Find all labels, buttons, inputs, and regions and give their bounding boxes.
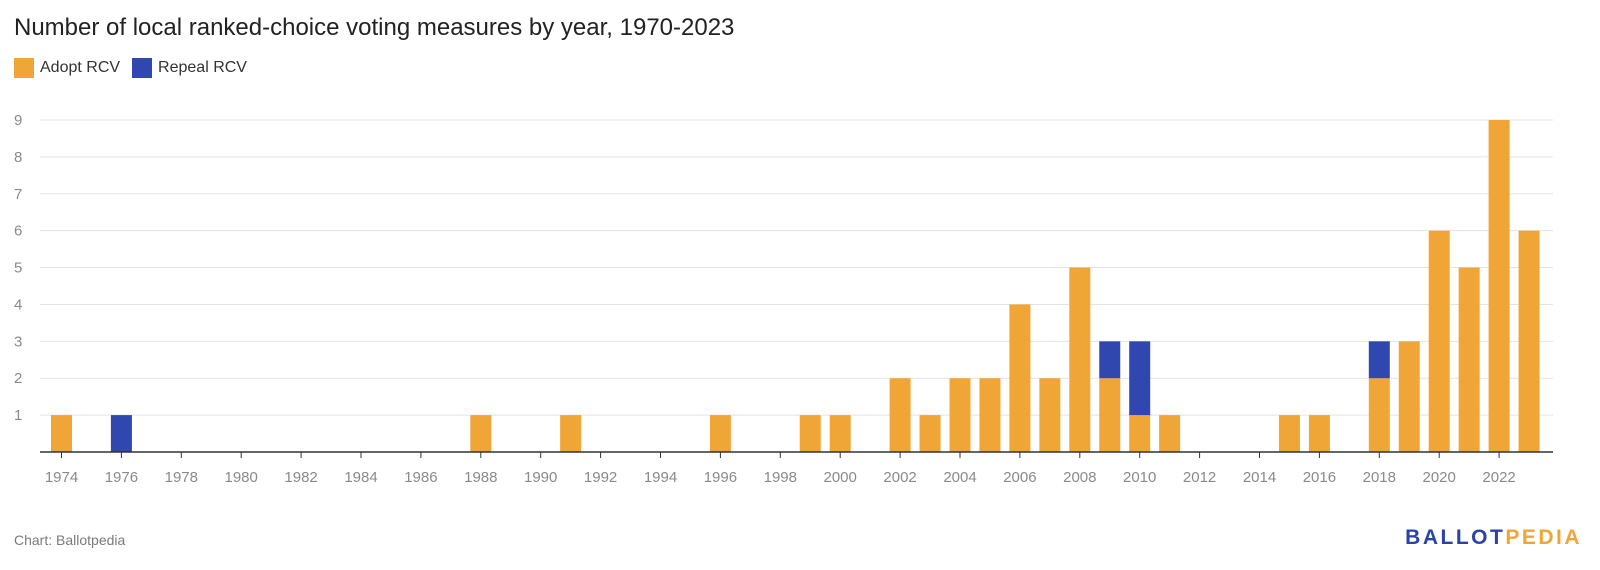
- legend-label-adopt: Adopt RCV: [40, 59, 121, 76]
- x-tick-label-2000: 2000: [824, 469, 857, 486]
- bar-repeal-2009: [1099, 341, 1121, 379]
- x-tick-label-1982: 1982: [284, 469, 317, 486]
- x-tick-label-2018: 2018: [1363, 469, 1396, 486]
- bar-adopt-2004: [949, 378, 971, 452]
- bar-adopt-2010: [1129, 415, 1151, 452]
- x-tick-label-2012: 2012: [1183, 469, 1216, 486]
- chart-source: Chart: Ballotpedia: [14, 532, 126, 548]
- bar-adopt-2021: [1458, 267, 1480, 452]
- x-tick-label-2014: 2014: [1243, 469, 1276, 486]
- bar-adopt-2011: [1159, 415, 1181, 452]
- x-tick-label-1990: 1990: [524, 469, 557, 486]
- bar-adopt-2022: [1488, 120, 1510, 452]
- bar-adopt-2015: [1278, 415, 1300, 452]
- x-tick-label-2006: 2006: [1003, 469, 1036, 486]
- bar-repeal-2018: [1368, 341, 1390, 379]
- x-tick-label-2020: 2020: [1423, 469, 1456, 486]
- bar-adopt-2019: [1398, 341, 1420, 452]
- bar-adopt-2016: [1308, 415, 1330, 452]
- x-tick-label-1980: 1980: [225, 469, 258, 486]
- legend-item-adopt: Adopt RCV: [14, 58, 120, 78]
- bar-repeal-2010: [1129, 341, 1151, 416]
- y-tick-label-9: 9: [14, 112, 22, 129]
- x-tick-label-2004: 2004: [943, 469, 976, 486]
- x-tick-label-2002: 2002: [883, 469, 916, 486]
- bar-adopt-1991: [560, 415, 582, 452]
- x-tick-label-1998: 1998: [764, 469, 797, 486]
- chart-title: Number of local ranked-choice voting mea…: [14, 14, 735, 41]
- bar-adopt-2005: [979, 378, 1001, 452]
- x-tick-label-1974: 1974: [45, 469, 78, 486]
- x-tick-label-2016: 2016: [1303, 469, 1336, 486]
- x-tick-label-2008: 2008: [1063, 469, 1096, 486]
- y-tick-label-4: 4: [14, 296, 22, 313]
- y-tick-label-7: 7: [14, 186, 22, 203]
- bar-adopt-2008: [1069, 267, 1091, 452]
- legend-swatch-adopt: [14, 58, 34, 78]
- bar-adopt-2007: [1039, 378, 1061, 452]
- x-tick-label-2010: 2010: [1123, 469, 1156, 486]
- bar-adopt-1999: [799, 415, 821, 452]
- x-tick-label-1988: 1988: [464, 469, 497, 486]
- x-tick-label-1996: 1996: [704, 469, 737, 486]
- bar-chart: 1 2 3 4 5 6 7 8 9 1974 1976 1978 1980 1982 1984 1986 198…: [14, 112, 1553, 486]
- x-tick-label-1984: 1984: [344, 469, 377, 486]
- bar-adopt-1996: [709, 415, 731, 452]
- ballotpedia-logo: BALLOTPEDIA: [1405, 526, 1582, 550]
- y-tick-label-3: 3: [14, 333, 22, 350]
- bar-adopt-2020: [1428, 230, 1450, 452]
- logo-part-ballot: BALLOT: [1405, 526, 1506, 549]
- y-tick-label-5: 5: [14, 260, 22, 277]
- bar-adopt-1974: [51, 415, 72, 452]
- y-tick-label-1: 1: [14, 407, 22, 424]
- bar-adopt-2006: [1009, 304, 1031, 452]
- y-tick-label-8: 8: [14, 149, 22, 166]
- bar-adopt-2009: [1099, 378, 1121, 452]
- x-tick-label-1994: 1994: [644, 469, 677, 486]
- legend-label-repeal: Repeal RCV: [158, 59, 247, 76]
- y-tick-label-6: 6: [14, 223, 22, 240]
- bar-adopt-2002: [889, 378, 911, 452]
- x-tick-label-2022: 2022: [1482, 469, 1515, 486]
- bar-adopt-2003: [919, 415, 941, 452]
- legend: Adopt RCV Repeal RCV: [14, 58, 259, 78]
- bar-adopt-1988: [470, 415, 492, 452]
- bar-adopt-2000: [829, 415, 851, 452]
- x-tick-label-1976: 1976: [105, 469, 138, 486]
- bar-adopt-2023: [1518, 230, 1540, 452]
- logo-part-pedia: PEDIA: [1505, 526, 1582, 549]
- bar-repeal-1976: [110, 415, 132, 452]
- bar-adopt-2018: [1368, 378, 1390, 452]
- x-tick-label-1978: 1978: [165, 469, 198, 486]
- legend-item-repeal: Repeal RCV: [132, 58, 247, 78]
- x-tick-label-1992: 1992: [584, 469, 617, 486]
- x-tick-label-1986: 1986: [404, 469, 437, 486]
- legend-swatch-repeal: [132, 58, 153, 78]
- y-tick-label-2: 2: [14, 370, 22, 387]
